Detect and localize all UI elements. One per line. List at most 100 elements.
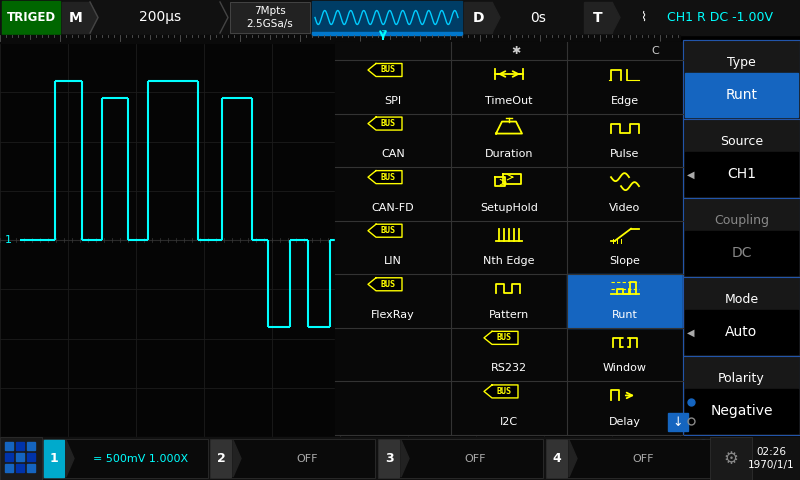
Text: CAN-FD: CAN-FD: [372, 203, 414, 213]
Polygon shape: [368, 171, 402, 184]
Text: 1: 1: [5, 235, 11, 245]
Polygon shape: [368, 224, 402, 237]
Text: T: T: [593, 11, 603, 24]
Text: 0s: 0s: [530, 11, 546, 24]
Bar: [312, 32, 462, 35]
Polygon shape: [90, 2, 98, 33]
Bar: [210, 439, 375, 478]
Text: 4: 4: [553, 452, 562, 465]
Text: Negative: Negative: [710, 404, 773, 418]
Text: 3: 3: [385, 452, 394, 465]
Text: ✱: ✱: [511, 46, 521, 56]
Text: OFF: OFF: [465, 454, 486, 464]
Bar: [5, 464, 13, 472]
Text: Auto: Auto: [726, 325, 758, 339]
Bar: [43, 439, 208, 478]
Text: Duration: Duration: [485, 149, 534, 159]
Text: LIN: LIN: [384, 256, 402, 266]
Text: Source: Source: [720, 134, 763, 148]
Text: Runt: Runt: [612, 310, 638, 320]
Polygon shape: [220, 2, 228, 33]
Bar: [312, 1, 462, 35]
Bar: [685, 152, 798, 196]
Bar: [230, 2, 310, 33]
Bar: [685, 389, 798, 432]
Bar: [16, 442, 24, 450]
Text: = 500mV 1.000X: = 500mV 1.000X: [93, 454, 188, 464]
Polygon shape: [612, 2, 620, 33]
Bar: [335, 42, 683, 60]
Text: BUS: BUS: [381, 280, 395, 289]
Polygon shape: [492, 2, 500, 33]
Bar: [683, 356, 800, 435]
Bar: [683, 40, 800, 119]
Text: Type: Type: [727, 56, 756, 69]
Text: TRIGED: TRIGED: [6, 11, 55, 24]
Bar: [100, 2, 220, 33]
Bar: [16, 453, 24, 461]
Bar: [0, 437, 42, 480]
Bar: [683, 277, 800, 356]
Bar: [0, 437, 800, 480]
Bar: [547, 440, 567, 477]
Bar: [685, 73, 798, 117]
Text: Pattern: Pattern: [489, 310, 529, 320]
Polygon shape: [233, 440, 241, 477]
Bar: [16, 464, 24, 472]
Text: DC: DC: [731, 246, 752, 260]
Text: BUS: BUS: [381, 173, 395, 181]
Text: Video: Video: [610, 203, 641, 213]
Bar: [0, 43, 680, 437]
Text: CAN: CAN: [381, 149, 405, 159]
Text: ↓: ↓: [673, 416, 683, 429]
Polygon shape: [66, 440, 74, 477]
Text: 2.5GSa/s: 2.5GSa/s: [246, 19, 294, 29]
Text: Window: Window: [603, 363, 647, 373]
Polygon shape: [574, 2, 582, 33]
Bar: [0, 0, 800, 35]
Text: M: M: [69, 11, 83, 24]
Text: BUS: BUS: [381, 226, 395, 235]
Polygon shape: [401, 440, 409, 477]
Bar: [379, 440, 399, 477]
Bar: [685, 231, 798, 275]
Text: Nth Edge: Nth Edge: [483, 256, 534, 266]
Bar: [567, 274, 683, 328]
Bar: [710, 437, 752, 480]
Text: BUS: BUS: [381, 119, 395, 128]
Text: I2C: I2C: [500, 417, 518, 427]
Text: CH1: CH1: [727, 168, 756, 181]
Polygon shape: [368, 278, 402, 291]
Text: Coupling: Coupling: [714, 214, 769, 227]
Text: FlexRay: FlexRay: [371, 310, 415, 320]
Text: BUS: BUS: [497, 333, 511, 342]
Bar: [335, 42, 683, 435]
Text: Mode: Mode: [725, 293, 758, 306]
Bar: [683, 119, 800, 198]
Text: Runt: Runt: [726, 88, 758, 102]
Text: CH1 R DC -1.00V: CH1 R DC -1.00V: [667, 11, 773, 24]
Polygon shape: [368, 117, 402, 130]
Bar: [546, 439, 711, 478]
Text: D: D: [472, 11, 484, 24]
Text: OFF: OFF: [633, 454, 654, 464]
Text: OFF: OFF: [297, 454, 318, 464]
Text: Polarity: Polarity: [718, 372, 765, 384]
Bar: [685, 310, 798, 354]
Text: 7Mpts: 7Mpts: [254, 6, 286, 16]
Bar: [5, 442, 13, 450]
Text: Slope: Slope: [610, 256, 641, 266]
Text: ◀: ◀: [687, 327, 694, 337]
Text: ⌇: ⌇: [640, 11, 646, 24]
Bar: [27, 442, 35, 450]
Text: SPI: SPI: [385, 96, 402, 106]
Bar: [464, 2, 492, 33]
Text: 200μs: 200μs: [139, 11, 181, 24]
Bar: [683, 40, 800, 435]
Text: T: T: [381, 30, 385, 36]
Text: RS232: RS232: [491, 363, 527, 373]
Bar: [683, 198, 800, 277]
Text: SetupHold: SetupHold: [480, 203, 538, 213]
Polygon shape: [484, 331, 518, 344]
Text: BUS: BUS: [381, 65, 395, 74]
